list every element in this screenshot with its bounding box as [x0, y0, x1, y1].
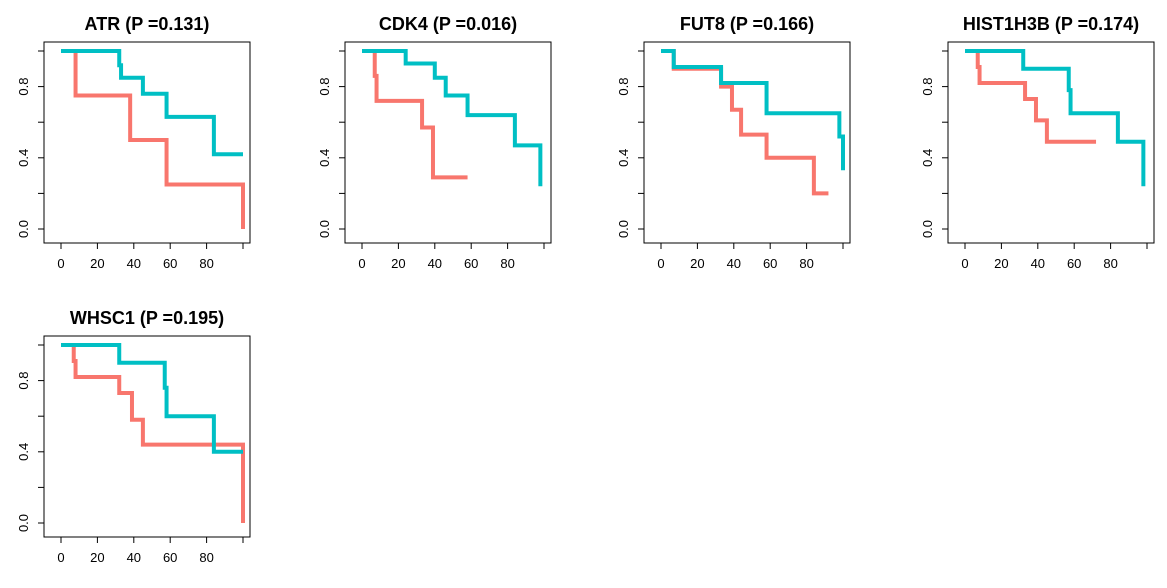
- x-tick-label: 80: [500, 256, 514, 271]
- y-tick-label: 0.4: [16, 443, 31, 461]
- km-plot-svg-2: CDK4 (P =0.016) 0 20 40 60 80 0.0 0.4 0.8: [317, 14, 552, 271]
- x-tick-label: 80: [799, 256, 813, 271]
- survival-curve-cyan: [61, 49, 243, 157]
- x-tick-label: 20: [391, 256, 405, 271]
- km-panel-2: CDK4 (P =0.016) 0 20 40 60 80 0.0 0.4 0.8: [301, 0, 593, 294]
- x-tick-label: 60: [163, 550, 177, 565]
- plot-frame: [43, 335, 251, 538]
- y-tick-label: 0.4: [616, 149, 631, 167]
- x-tick-label: 0: [57, 256, 64, 271]
- x-tick-label: 40: [127, 550, 141, 565]
- y-tick-label: 0.8: [16, 78, 31, 96]
- x-tick-label: 60: [163, 256, 177, 271]
- plot-frame: [643, 41, 851, 244]
- km-plot-svg-5: WHSC1 (P =0.195) 0 20 40 60 80 0.0 0.4 0.8: [16, 308, 251, 565]
- survival-curve-cyan: [61, 343, 243, 454]
- survival-curve-red: [61, 343, 245, 523]
- y-tick-label: 0.0: [317, 220, 332, 238]
- x-tick-label: 20: [690, 256, 704, 271]
- survival-curve-cyan: [661, 49, 845, 171]
- survival-curve-cyan: [362, 49, 543, 187]
- x-tick-label: 80: [1103, 256, 1117, 271]
- x-tick-label: 80: [199, 550, 213, 565]
- x-tick-label: 0: [57, 550, 64, 565]
- y-tick-label: 0.0: [920, 220, 935, 238]
- x-tick-label: 40: [1031, 256, 1045, 271]
- chart-title: WHSC1 (P =0.195): [70, 308, 224, 328]
- y-tick-label: 0.8: [317, 78, 332, 96]
- y-tick-label: 0.8: [16, 372, 31, 390]
- y-tick-label: 0.4: [317, 149, 332, 167]
- chart-title: HIST1H3B (P =0.174): [963, 14, 1139, 34]
- survival-curve-red: [965, 49, 1097, 144]
- km-plot-svg-4: HIST1H3B (P =0.174) 0 20 40 60 80 0.0 0.4 0.8: [920, 14, 1155, 271]
- chart-title: CDK4 (P =0.016): [379, 14, 517, 34]
- y-tick-label: 0.0: [16, 220, 31, 238]
- x-tick-label: 40: [127, 256, 141, 271]
- survival-curve-red: [362, 49, 468, 180]
- x-tick-label: 20: [90, 256, 104, 271]
- x-tick-label: 40: [727, 256, 741, 271]
- y-tick-label: 0.8: [920, 78, 935, 96]
- y-tick-label: 0.4: [920, 149, 935, 167]
- km-panel-3: FUT8 (P =0.166) 0 20 40 60 80 0.0 0.4 0.8: [600, 0, 892, 294]
- survival-curve-red: [661, 49, 829, 196]
- x-tick-label: 60: [464, 256, 478, 271]
- x-tick-label: 0: [961, 256, 968, 271]
- x-tick-label: 20: [994, 256, 1008, 271]
- x-tick-label: 60: [763, 256, 777, 271]
- km-panel-1: ATR (P =0.131) 0 20 40 60 80 0.0 0.4 0.8: [0, 0, 292, 294]
- plot-frame: [344, 41, 552, 244]
- x-tick-label: 60: [1067, 256, 1081, 271]
- plot-frame: [43, 41, 251, 244]
- km-plot-svg-1: ATR (P =0.131) 0 20 40 60 80 0.0 0.4 0.8: [16, 14, 251, 271]
- km-plot-svg-3: FUT8 (P =0.166) 0 20 40 60 80 0.0 0.4 0.8: [616, 14, 851, 271]
- x-tick-label: 80: [199, 256, 213, 271]
- plot-frame: [947, 41, 1155, 244]
- x-tick-label: 0: [358, 256, 365, 271]
- y-tick-label: 0.8: [616, 78, 631, 96]
- y-tick-label: 0.0: [616, 220, 631, 238]
- x-tick-label: 20: [90, 550, 104, 565]
- km-panel-5: WHSC1 (P =0.195) 0 20 40 60 80 0.0 0.4 0.8: [0, 294, 292, 588]
- chart-title: ATR (P =0.131): [85, 14, 210, 34]
- km-panel-4: HIST1H3B (P =0.174) 0 20 40 60 80 0.0 0.4 0.8: [904, 0, 1167, 294]
- y-tick-label: 0.0: [16, 514, 31, 532]
- y-tick-label: 0.4: [16, 149, 31, 167]
- chart-title: FUT8 (P =0.166): [680, 14, 814, 34]
- x-tick-label: 40: [428, 256, 442, 271]
- x-tick-label: 0: [657, 256, 664, 271]
- survival-curve-cyan: [965, 49, 1146, 187]
